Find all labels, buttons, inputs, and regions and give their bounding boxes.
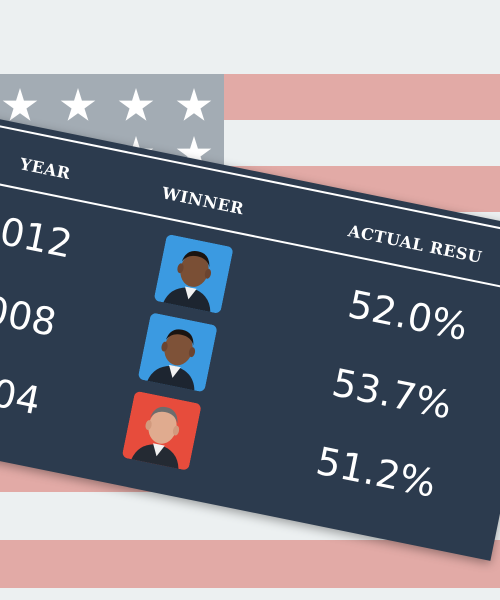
actual-result-cell: 51.2% bbox=[312, 438, 440, 506]
table-row: 2004 51.2% bbox=[0, 335, 500, 541]
winner-portrait-icon bbox=[153, 233, 234, 315]
actual-result-cell: 52.0% bbox=[344, 281, 472, 350]
winner-portrait-icon bbox=[121, 390, 202, 471]
year-cell: 2004 bbox=[0, 360, 45, 424]
star-icon bbox=[118, 88, 154, 121]
column-header-year: YEAR bbox=[18, 154, 73, 184]
winner-portrait-icon bbox=[137, 312, 218, 393]
table-row: 2008 53.7% bbox=[0, 257, 500, 463]
table-row: 2012 52.0% bbox=[0, 178, 500, 384]
year-cell: 2008 bbox=[0, 282, 61, 346]
star-icon bbox=[176, 88, 212, 121]
flag-stripe bbox=[0, 540, 500, 588]
year-cell: 2012 bbox=[0, 204, 77, 267]
actual-result-cell: 53.7% bbox=[328, 360, 456, 428]
column-header-winner: WINNER bbox=[160, 183, 246, 219]
star-icon bbox=[2, 88, 38, 121]
star-icon bbox=[60, 88, 96, 121]
election-results-table: YEAR WINNER ACTUAL RESU 2012 52.0% 2008 bbox=[0, 105, 500, 561]
